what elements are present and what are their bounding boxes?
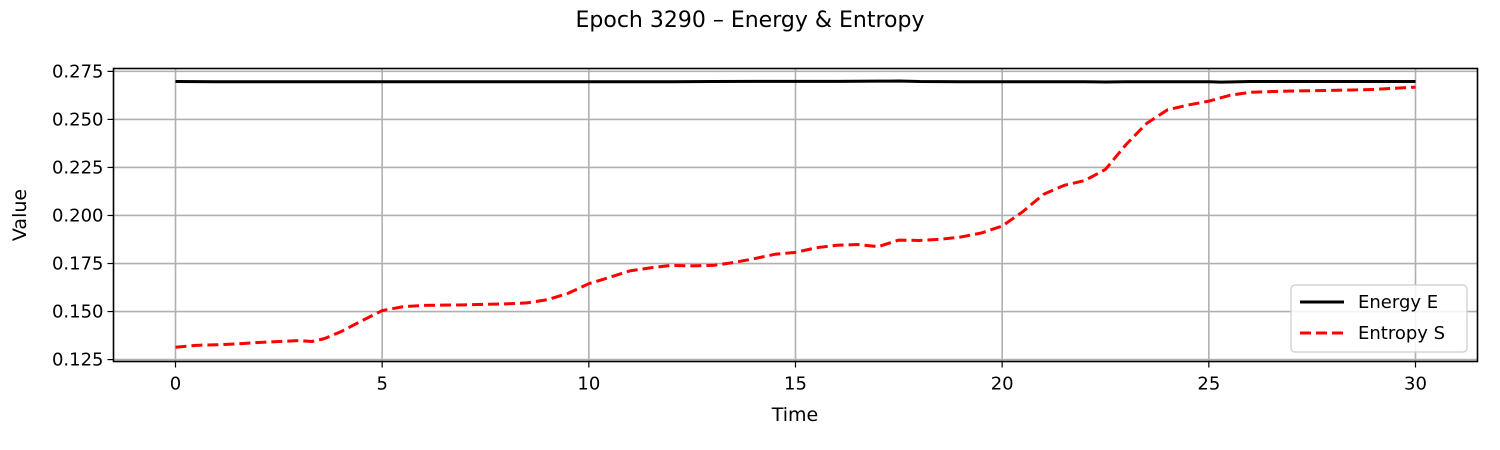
y-tick-label: 0.175: [52, 254, 104, 275]
y-tick-label: 0.225: [52, 157, 104, 178]
x-tick-label: 5: [376, 374, 387, 395]
grid: [113, 68, 1478, 362]
y-tick-label: 0.125: [52, 350, 104, 371]
x-axis-label: Time: [771, 404, 819, 426]
x-tick-label: 20: [991, 374, 1014, 395]
series-line-energy-e: [175, 79, 1416, 84]
x-tick-label: 25: [1197, 374, 1220, 395]
legend-label: Energy E: [1358, 292, 1438, 313]
y-tick-label: 0.275: [52, 61, 104, 82]
y-tick-label: 0.200: [52, 205, 104, 226]
axis-ticks: 0 5 10 15 20 25 30 0.125 0.150 0.175 0.200 0.225 0.2…: [52, 61, 1427, 394]
x-tick-label: 10: [577, 374, 600, 395]
series-line-entropy-s: [175, 85, 1416, 349]
x-tick-label: 0: [170, 374, 181, 395]
y-axis-label: Value: [9, 189, 31, 241]
chart-title: Epoch 3290 – Energy & Entropy: [576, 8, 925, 33]
plot-area: [175, 79, 1416, 349]
legend-label: Entropy S: [1358, 323, 1445, 344]
y-tick-label: 0.250: [52, 109, 104, 130]
x-tick-label: 15: [784, 374, 807, 395]
x-tick-label: 30: [1404, 374, 1427, 395]
legend: Energy E Entropy S: [1290, 284, 1468, 353]
y-tick-label: 0.150: [52, 302, 104, 323]
